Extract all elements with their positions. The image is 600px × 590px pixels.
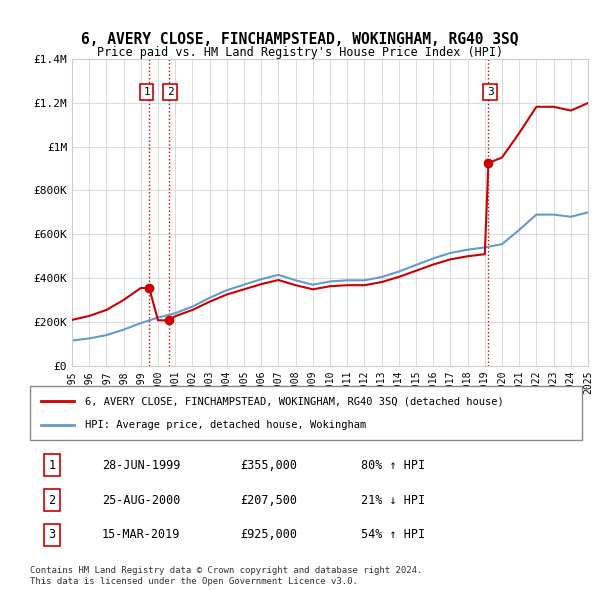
Text: 1: 1 (143, 87, 150, 97)
Text: 15-MAR-2019: 15-MAR-2019 (102, 529, 180, 542)
Text: 2: 2 (49, 493, 56, 507)
Text: £207,500: £207,500 (240, 493, 297, 507)
Text: Price paid vs. HM Land Registry's House Price Index (HPI): Price paid vs. HM Land Registry's House … (97, 46, 503, 59)
Text: HPI: Average price, detached house, Wokingham: HPI: Average price, detached house, Woki… (85, 419, 367, 430)
Text: 3: 3 (487, 87, 494, 97)
FancyBboxPatch shape (30, 386, 582, 440)
Text: 80% ↑ HPI: 80% ↑ HPI (361, 458, 425, 471)
Text: 54% ↑ HPI: 54% ↑ HPI (361, 529, 425, 542)
Text: 3: 3 (49, 529, 56, 542)
Text: 6, AVERY CLOSE, FINCHAMPSTEAD, WOKINGHAM, RG40 3SQ (detached house): 6, AVERY CLOSE, FINCHAMPSTEAD, WOKINGHAM… (85, 396, 504, 407)
Text: 2: 2 (167, 87, 173, 97)
Text: 21% ↓ HPI: 21% ↓ HPI (361, 493, 425, 507)
Text: 28-JUN-1999: 28-JUN-1999 (102, 458, 180, 471)
Text: £355,000: £355,000 (240, 458, 297, 471)
Text: Contains HM Land Registry data © Crown copyright and database right 2024.
This d: Contains HM Land Registry data © Crown c… (30, 566, 422, 586)
Text: 1: 1 (49, 458, 56, 471)
Text: 6, AVERY CLOSE, FINCHAMPSTEAD, WOKINGHAM, RG40 3SQ: 6, AVERY CLOSE, FINCHAMPSTEAD, WOKINGHAM… (81, 32, 519, 47)
Text: £925,000: £925,000 (240, 529, 297, 542)
Text: 25-AUG-2000: 25-AUG-2000 (102, 493, 180, 507)
